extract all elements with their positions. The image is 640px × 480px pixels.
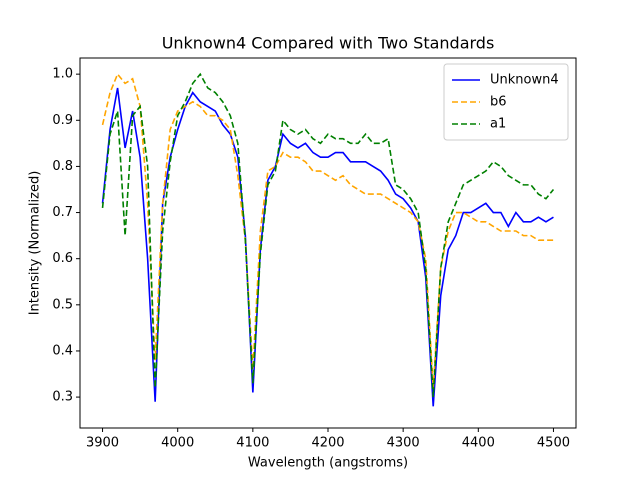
y-tick-label: 0.8	[52, 159, 73, 174]
series-line	[101, 87, 554, 407]
series-line	[101, 72, 554, 388]
legend-label: a1	[490, 117, 506, 132]
legend-box	[443, 63, 569, 141]
x-tick-label: 4100	[236, 436, 269, 451]
x-tick-label: 4500	[537, 436, 570, 451]
plot-frame	[79, 57, 577, 429]
legend-label: b6	[490, 95, 507, 110]
y-axis-label: Intensity (Normalized)	[28, 171, 43, 316]
y-tick-label: 0.7	[52, 205, 73, 220]
x-tick-label: 4000	[161, 436, 194, 451]
series-line	[101, 72, 555, 398]
chart-title: Unknown4 Compared with Two Standards	[162, 34, 495, 53]
y-tick-label: 0.3	[52, 390, 73, 405]
legend-label: Unknown4	[490, 73, 559, 88]
x-axis-label: Wavelength (angstroms)	[248, 456, 408, 471]
x-tick-label: 4200	[311, 436, 344, 451]
y-tick-label: 0.6	[52, 251, 73, 266]
y-tick-label: 0.4	[52, 343, 73, 358]
y-tick-label: 0.5	[52, 297, 73, 312]
x-tick-label: 4300	[387, 436, 420, 451]
y-tick-label: 1.0	[52, 67, 73, 82]
y-tick-label: 0.9	[52, 113, 73, 128]
x-tick-label: 3900	[86, 436, 119, 451]
x-tick-label: 4400	[462, 436, 495, 451]
